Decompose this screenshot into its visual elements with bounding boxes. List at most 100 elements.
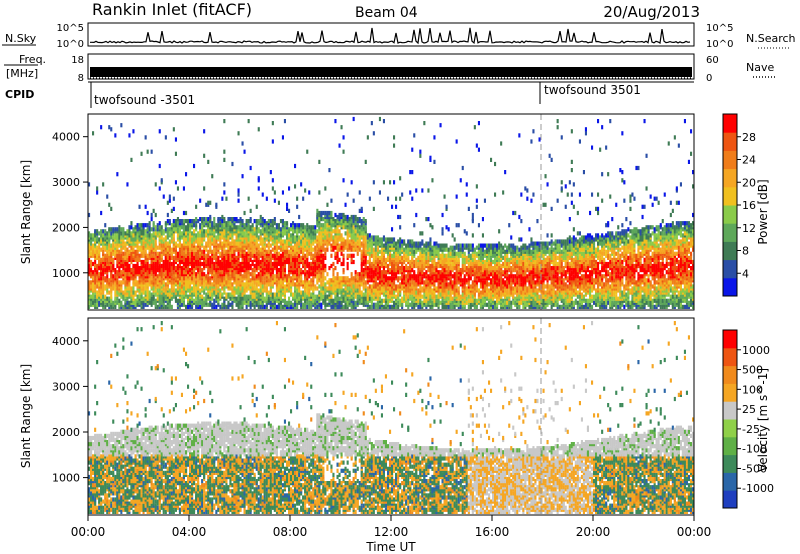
power-cell-3489 bbox=[310, 261, 313, 267]
power-cell-1245 bbox=[170, 266, 173, 271]
power-cell-952 bbox=[152, 278, 155, 283]
power-cell-2997 bbox=[277, 261, 280, 267]
power-cell-3083 bbox=[283, 284, 286, 289]
power-cell-4760 bbox=[401, 278, 404, 283]
power-cell-2735 bbox=[261, 263, 264, 269]
power-cell-3385 bbox=[304, 292, 307, 297]
power-cell-1314 bbox=[174, 241, 177, 246]
power-cell-3508 bbox=[312, 288, 315, 293]
power-cell-4656 bbox=[393, 276, 396, 281]
power-cell-2258 bbox=[233, 286, 236, 291]
power-cell-657 bbox=[132, 227, 135, 232]
power-cell-2182 bbox=[227, 227, 230, 232]
power-cell-1975 bbox=[215, 239, 218, 244]
power-cell-4092 bbox=[352, 296, 355, 301]
power-cell-1066 bbox=[158, 186, 161, 191]
power-cell-2452 bbox=[243, 149, 246, 154]
power-cell-1600 bbox=[193, 284, 196, 289]
power-cell-4529 bbox=[382, 257, 385, 262]
power-cell-3349 bbox=[300, 223, 303, 228]
power-cell-2346 bbox=[237, 219, 240, 224]
power-cell-1473 bbox=[185, 263, 188, 269]
power-cell-2582 bbox=[251, 223, 254, 228]
power-cell-1087 bbox=[160, 263, 163, 269]
power-cell-3152 bbox=[288, 249, 291, 254]
power-cell-477 bbox=[120, 245, 123, 250]
power-cell-4679 bbox=[395, 294, 398, 299]
freq-tick-bottom: 8 bbox=[78, 73, 84, 84]
power-cell-3370 bbox=[302, 243, 305, 248]
power-cell-4123 bbox=[354, 294, 357, 299]
power-cell-2926 bbox=[273, 278, 276, 283]
power-cell-2947 bbox=[273, 198, 276, 203]
power-cell-4214 bbox=[360, 261, 363, 267]
power-cell-4715 bbox=[397, 263, 400, 269]
power-cell-73 bbox=[92, 245, 95, 250]
power-cell-4130 bbox=[354, 274, 357, 279]
power-cell-4897 bbox=[411, 239, 414, 244]
power-cell-597 bbox=[128, 233, 131, 238]
power-cell-629 bbox=[130, 221, 133, 226]
power-cell-3679 bbox=[322, 261, 325, 267]
power-cell-483 bbox=[120, 231, 123, 236]
power-cell-2349 bbox=[237, 188, 240, 193]
power-cell-117 bbox=[96, 278, 99, 283]
power-cell-308 bbox=[108, 125, 111, 130]
power-cell-4947 bbox=[415, 212, 418, 218]
power-cell-1584 bbox=[191, 243, 194, 248]
power-cell-3595 bbox=[318, 284, 321, 289]
power-cell-644 bbox=[132, 263, 135, 269]
power-cell-4941 bbox=[415, 257, 418, 262]
power-cell-2021 bbox=[219, 288, 222, 293]
power-cell-4662 bbox=[393, 259, 396, 265]
power-cell-2746 bbox=[261, 237, 264, 242]
power-cell-4746 bbox=[399, 237, 402, 242]
power-cell-2325 bbox=[237, 274, 240, 279]
power-cell-2350 bbox=[237, 131, 240, 136]
power-cell-4486 bbox=[378, 116, 381, 122]
power-cell-3990 bbox=[344, 276, 347, 281]
power-cell-2301 bbox=[235, 255, 238, 260]
power-cell-3094 bbox=[283, 255, 286, 260]
power-cell-693 bbox=[136, 294, 139, 299]
power-cell-288 bbox=[108, 278, 111, 283]
power-cell-3407 bbox=[304, 233, 307, 238]
power-cell-95 bbox=[94, 259, 97, 265]
power-cell-1427 bbox=[182, 290, 185, 295]
power-cell-3731 bbox=[326, 286, 329, 291]
power-cell-622 bbox=[130, 245, 133, 250]
power-cell-696 bbox=[136, 284, 139, 289]
power-cell-576 bbox=[128, 300, 131, 305]
power-cell-3410 bbox=[304, 188, 307, 193]
power-cell-2627 bbox=[255, 274, 258, 279]
power-cell-4084 bbox=[350, 223, 353, 228]
power-cell-2561 bbox=[251, 282, 254, 287]
power-cell-3409 bbox=[304, 225, 307, 230]
power-cell-4342 bbox=[368, 247, 371, 252]
power-cell-407 bbox=[116, 270, 119, 275]
power-cell-3740 bbox=[326, 233, 329, 238]
power-cell-424 bbox=[116, 172, 119, 177]
power-cell-4634 bbox=[391, 263, 394, 269]
power-cell-1054 bbox=[158, 251, 161, 256]
power-cell-2828 bbox=[267, 278, 270, 283]
power-cell-1490 bbox=[185, 172, 188, 177]
power-cell-3521 bbox=[312, 241, 315, 246]
power-cell-2256 bbox=[233, 292, 236, 297]
power-cell-4510 bbox=[380, 241, 383, 246]
power-cell-1162 bbox=[164, 135, 167, 140]
power-cell-2347 bbox=[237, 198, 240, 203]
power-cell-2253 bbox=[231, 161, 234, 167]
power-cell-4424 bbox=[374, 247, 377, 252]
power-cell-3904 bbox=[338, 257, 341, 262]
power-cell-921 bbox=[150, 276, 153, 281]
power-cell-1418 bbox=[180, 231, 183, 236]
power-cell-3253 bbox=[294, 223, 297, 228]
power-cell-3332 bbox=[300, 276, 303, 281]
power-cell-2969 bbox=[275, 251, 278, 256]
power-cell-2995 bbox=[277, 272, 280, 277]
power-cell-4643 bbox=[391, 237, 394, 242]
power-cell-2901 bbox=[271, 253, 274, 258]
power-cell-733 bbox=[138, 266, 141, 271]
